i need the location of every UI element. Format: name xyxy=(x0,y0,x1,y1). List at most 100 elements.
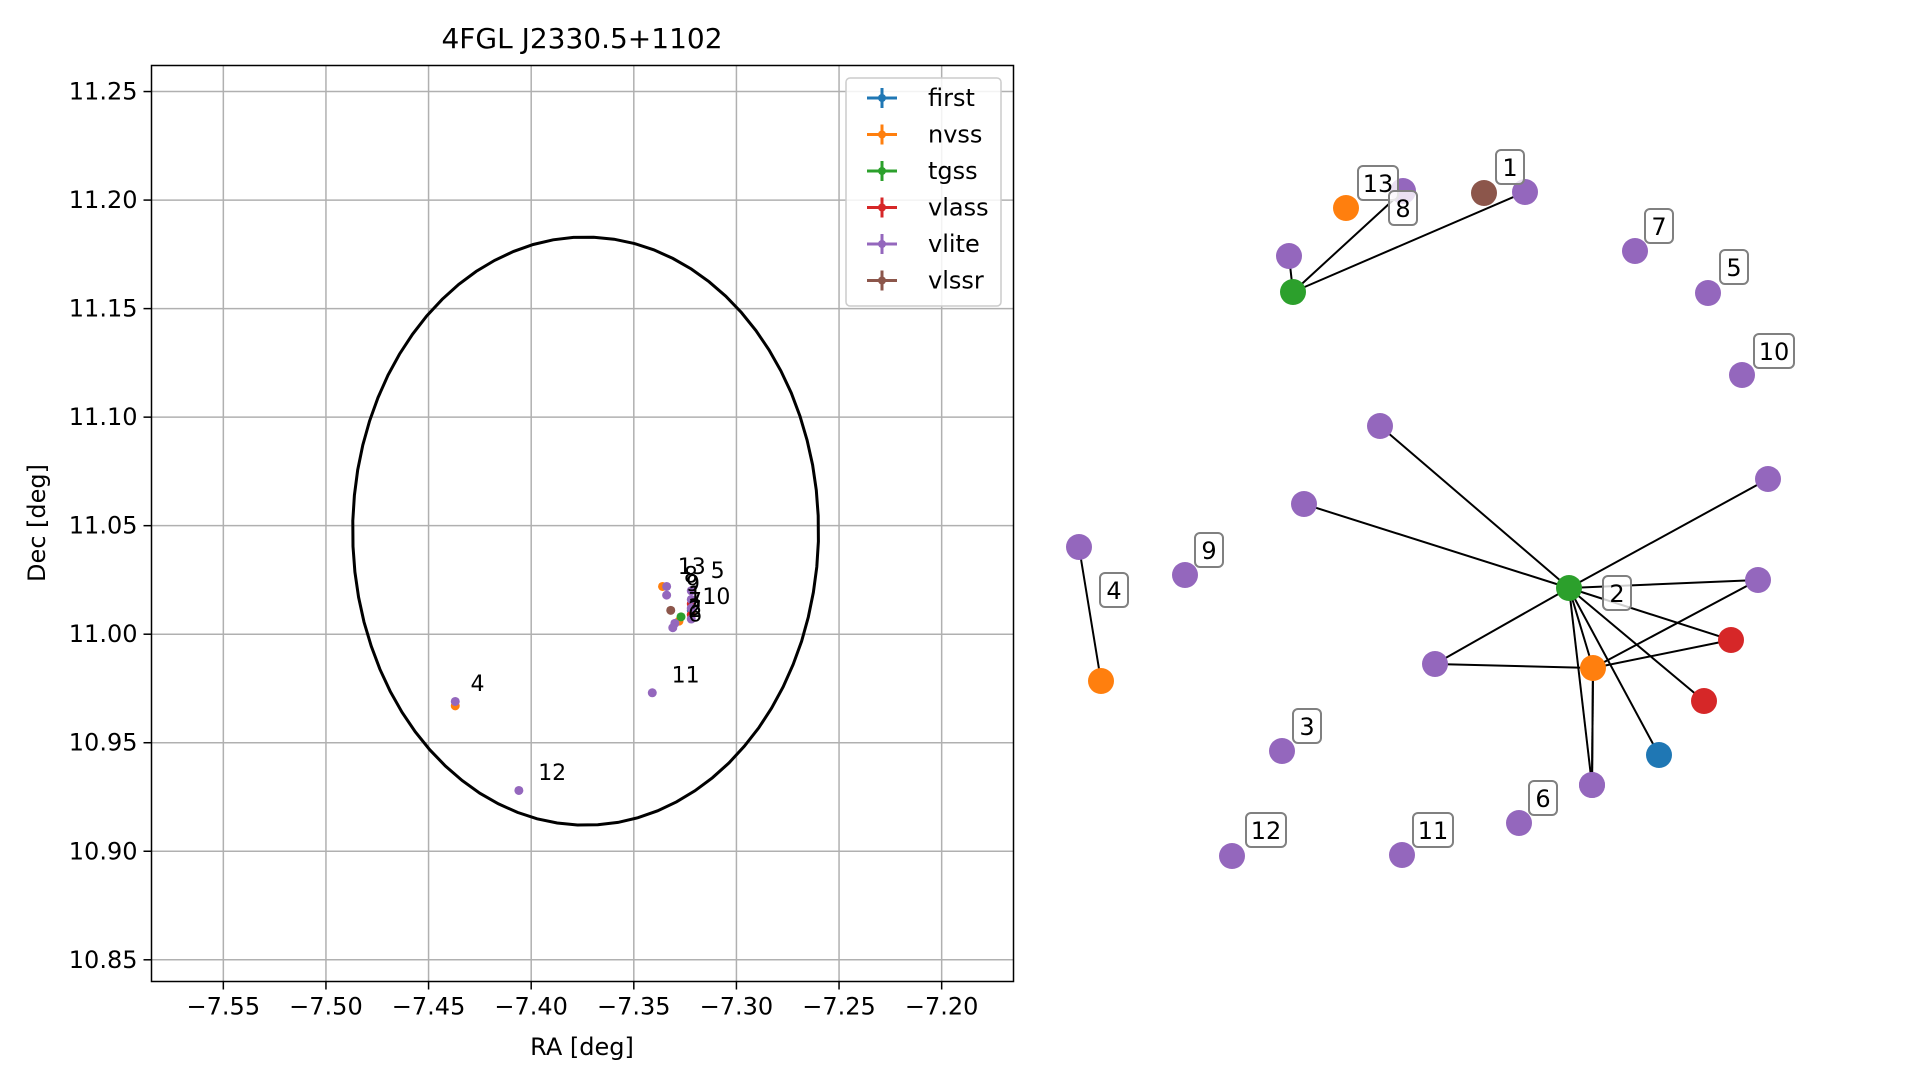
network-node xyxy=(1622,238,1648,264)
network-label-text: 2 xyxy=(1609,580,1624,608)
network-node xyxy=(1729,362,1755,388)
network-label-box xyxy=(1412,812,1454,848)
network-edge xyxy=(1303,503,1570,589)
network-label-box xyxy=(1602,575,1632,611)
network-label: 7 xyxy=(1644,208,1674,244)
x-tick-label: −7.55 xyxy=(187,993,261,1021)
legend-marker-vlite xyxy=(878,240,886,248)
legend: first nvss tgss vlass vlite vlssr xyxy=(845,77,1002,307)
network-node xyxy=(1695,280,1721,306)
network-node xyxy=(1718,627,1744,653)
network-label-text: 13 xyxy=(1363,170,1394,198)
y-tick-label: 11.25 xyxy=(69,78,138,106)
network-edge xyxy=(1568,587,1660,756)
network-node xyxy=(1556,575,1582,601)
point-label: 2 xyxy=(688,598,702,623)
data-point-vlite xyxy=(686,603,696,613)
network-label-box xyxy=(1357,165,1399,201)
network-label-box xyxy=(1388,190,1418,226)
network-label-text: 8 xyxy=(1395,195,1410,223)
point-label: 9 xyxy=(686,572,700,597)
network-edge xyxy=(1568,579,1759,589)
data-point-vlite xyxy=(450,696,460,706)
data-point-vlssr xyxy=(666,605,676,615)
legend-label: vlass xyxy=(928,194,989,222)
network-label-text: 11 xyxy=(1418,817,1449,845)
network-label: 1 xyxy=(1495,149,1525,185)
network-node xyxy=(1219,843,1245,869)
network-edge xyxy=(1078,546,1102,682)
data-point-vlite xyxy=(514,785,524,795)
network-label: 12 xyxy=(1245,812,1287,848)
y-axis-ticks: 10.85 10.90 10.95 11.00 11.05 11.10 11.15 11.20… xyxy=(69,78,152,974)
legend-marker-vlass xyxy=(878,203,886,212)
network-label: 8 xyxy=(1388,190,1418,226)
network-node xyxy=(1745,567,1771,593)
legend-label: first xyxy=(928,84,975,112)
x-tick-label: −7.20 xyxy=(905,993,979,1021)
network-node xyxy=(1579,772,1605,798)
network-label-box xyxy=(1719,249,1749,285)
network-label-text: 3 xyxy=(1299,713,1314,741)
x-tick-label: −7.35 xyxy=(597,993,671,1021)
network-label-box xyxy=(1194,532,1224,568)
scatter-points xyxy=(450,581,696,795)
network-label: 11 xyxy=(1412,812,1454,848)
y-tick-label: 11.05 xyxy=(69,512,138,540)
x-tick-label: −7.50 xyxy=(289,993,363,1021)
data-point-vlite xyxy=(662,590,672,600)
network-node xyxy=(1471,180,1497,206)
point-label: 12 xyxy=(538,761,566,786)
network-edge xyxy=(1292,191,1526,293)
point-label: 3 xyxy=(688,596,702,621)
point-label: 13 xyxy=(678,555,706,580)
network-node xyxy=(1291,491,1317,517)
x-tick-label: −7.40 xyxy=(494,993,568,1021)
point-label: 11 xyxy=(672,663,700,688)
network-label: 5 xyxy=(1719,249,1749,285)
network-node xyxy=(1691,688,1717,714)
y-tick-label: 10.85 xyxy=(69,946,138,974)
data-point-vlite xyxy=(686,614,696,624)
network-node xyxy=(1333,195,1359,221)
point-label: 10 xyxy=(702,585,730,610)
network-edge xyxy=(1592,639,1732,669)
network-edge xyxy=(1292,190,1404,293)
legend-marker-tgss xyxy=(878,167,886,175)
network-node xyxy=(1512,179,1538,205)
network-label-box xyxy=(1245,812,1287,848)
legend-label: tgss xyxy=(928,157,978,185)
network-label-text: 10 xyxy=(1759,338,1790,366)
legend-marker-vlssr xyxy=(878,276,886,285)
point-label: 7 xyxy=(688,589,702,614)
data-point-vlite xyxy=(662,581,672,591)
network-edge xyxy=(1568,587,1593,786)
network-label-text: 7 xyxy=(1651,213,1666,241)
network-label-text: 12 xyxy=(1251,817,1282,845)
network-label: 2 xyxy=(1602,575,1632,611)
network-node xyxy=(1506,810,1532,836)
network-label-text: 9 xyxy=(1201,537,1216,565)
network-node xyxy=(1389,842,1415,868)
network-node xyxy=(1755,466,1781,492)
network-labels: 2 4 138 1 7 5 10 9 3 12 11 6 xyxy=(1099,149,1795,848)
legend-marker-first xyxy=(878,94,886,102)
network-edge xyxy=(1568,478,1769,589)
network-edge xyxy=(1434,663,1594,669)
x-axis-ticks: −7.55 −7.50 −7.45 −7.40 −7.35 −7.30 −7.25 −7.20 xyxy=(187,981,979,1021)
data-point-vlite xyxy=(686,594,696,604)
network-edge xyxy=(1591,667,1594,786)
network-node xyxy=(1367,413,1393,439)
network-label-text: 1 xyxy=(1502,154,1517,182)
network-graph: 2 4 138 1 7 5 10 9 3 12 11 6 xyxy=(1066,149,1795,869)
network-label: 3 xyxy=(1292,708,1322,744)
x-tick-label: −7.30 xyxy=(700,993,774,1021)
chart-title: 4FGL J2330.5+1102 xyxy=(441,22,722,55)
network-label-text: 6 xyxy=(1535,785,1550,813)
data-point-tgss xyxy=(676,612,686,622)
network-node xyxy=(1172,562,1198,588)
network-nodes xyxy=(1066,178,1781,869)
x-tick-label: −7.25 xyxy=(802,993,876,1021)
